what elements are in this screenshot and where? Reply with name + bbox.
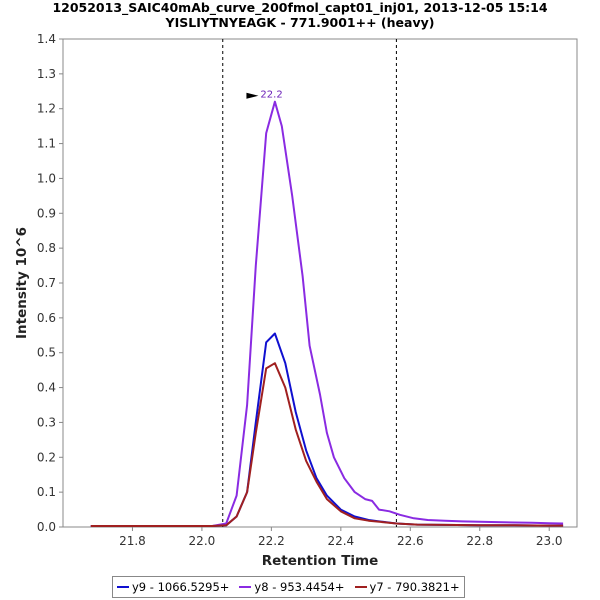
y-tick-label: 0.7: [37, 276, 56, 290]
series-line-3: [90, 362, 564, 527]
chart-title: 12052013_SAIC40mAb_curve_200fmol_capt01_…: [52, 0, 548, 15]
y-tick-label: 0.9: [37, 206, 56, 220]
y-tick-label: 1.0: [37, 171, 56, 185]
y-tick-label: 1.2: [37, 102, 56, 116]
x-tick-label: 22.8: [466, 534, 493, 548]
series-line-2: [90, 100, 564, 527]
y-tick-label: 0.3: [37, 415, 56, 429]
y-tick-label: 1.3: [37, 67, 56, 81]
chart-legend: y9 - 1066.5295+ y8 - 953.4454+ y7 - 790.38…: [112, 576, 465, 598]
legend-swatch: [117, 586, 129, 588]
y-tick-label: 0.1: [37, 485, 56, 499]
chromatogram-chart: 22.2 0.0 0.1 0.2 0.3 0.4 0.5 0.6 0.7 0.8 0.9 1.0 1.…: [14, 32, 578, 569]
y-tick-label: 0.2: [37, 450, 56, 464]
legend-label: y8 - 953.4454+: [254, 580, 345, 594]
x-tick-label: 22.4: [327, 534, 354, 548]
x-tick-label: 22.0: [189, 534, 216, 548]
y-tick-label: 0.5: [37, 346, 56, 360]
x-tick-label: 23.0: [536, 534, 563, 548]
legend-swatch: [354, 586, 367, 588]
legend-item-1: y9 - 1066.5295+: [117, 580, 229, 594]
legend-item-2: y8 - 953.4454+: [239, 580, 345, 594]
legend-swatch: [239, 586, 252, 588]
y-tick-label: 0.4: [37, 381, 56, 395]
y-tick-label: 1.4: [37, 32, 56, 46]
plot-area: [62, 38, 578, 528]
chart-title-block: 12052013_SAIC40mAb_curve_200fmol_capt01_…: [0, 0, 600, 30]
y-tick-label: 0.0: [37, 520, 56, 534]
chart-subtitle: YISLIYTNYEAGK - 771.9001++ (heavy): [165, 15, 435, 30]
y-tick-label: 1.1: [37, 137, 56, 151]
x-axis-title: Retention Time: [262, 553, 379, 569]
legend-label: y9 - 1066.5295+: [132, 580, 230, 594]
y-tick-label: 0.8: [37, 241, 56, 255]
peak-label: 22.2: [260, 90, 282, 101]
legend-label: y7 - 790.3821+: [369, 580, 460, 594]
x-tick-label: 22.2: [258, 534, 285, 548]
y-axis-title: Intensity 10^6: [14, 227, 30, 339]
x-tick-label: 22.6: [397, 534, 424, 548]
y-tick-label: 0.6: [37, 311, 56, 325]
legend-item-3: y7 - 790.3821+: [354, 580, 460, 594]
x-tick-label: 21.8: [119, 534, 146, 548]
peak-marker-arrow: [246, 92, 259, 99]
